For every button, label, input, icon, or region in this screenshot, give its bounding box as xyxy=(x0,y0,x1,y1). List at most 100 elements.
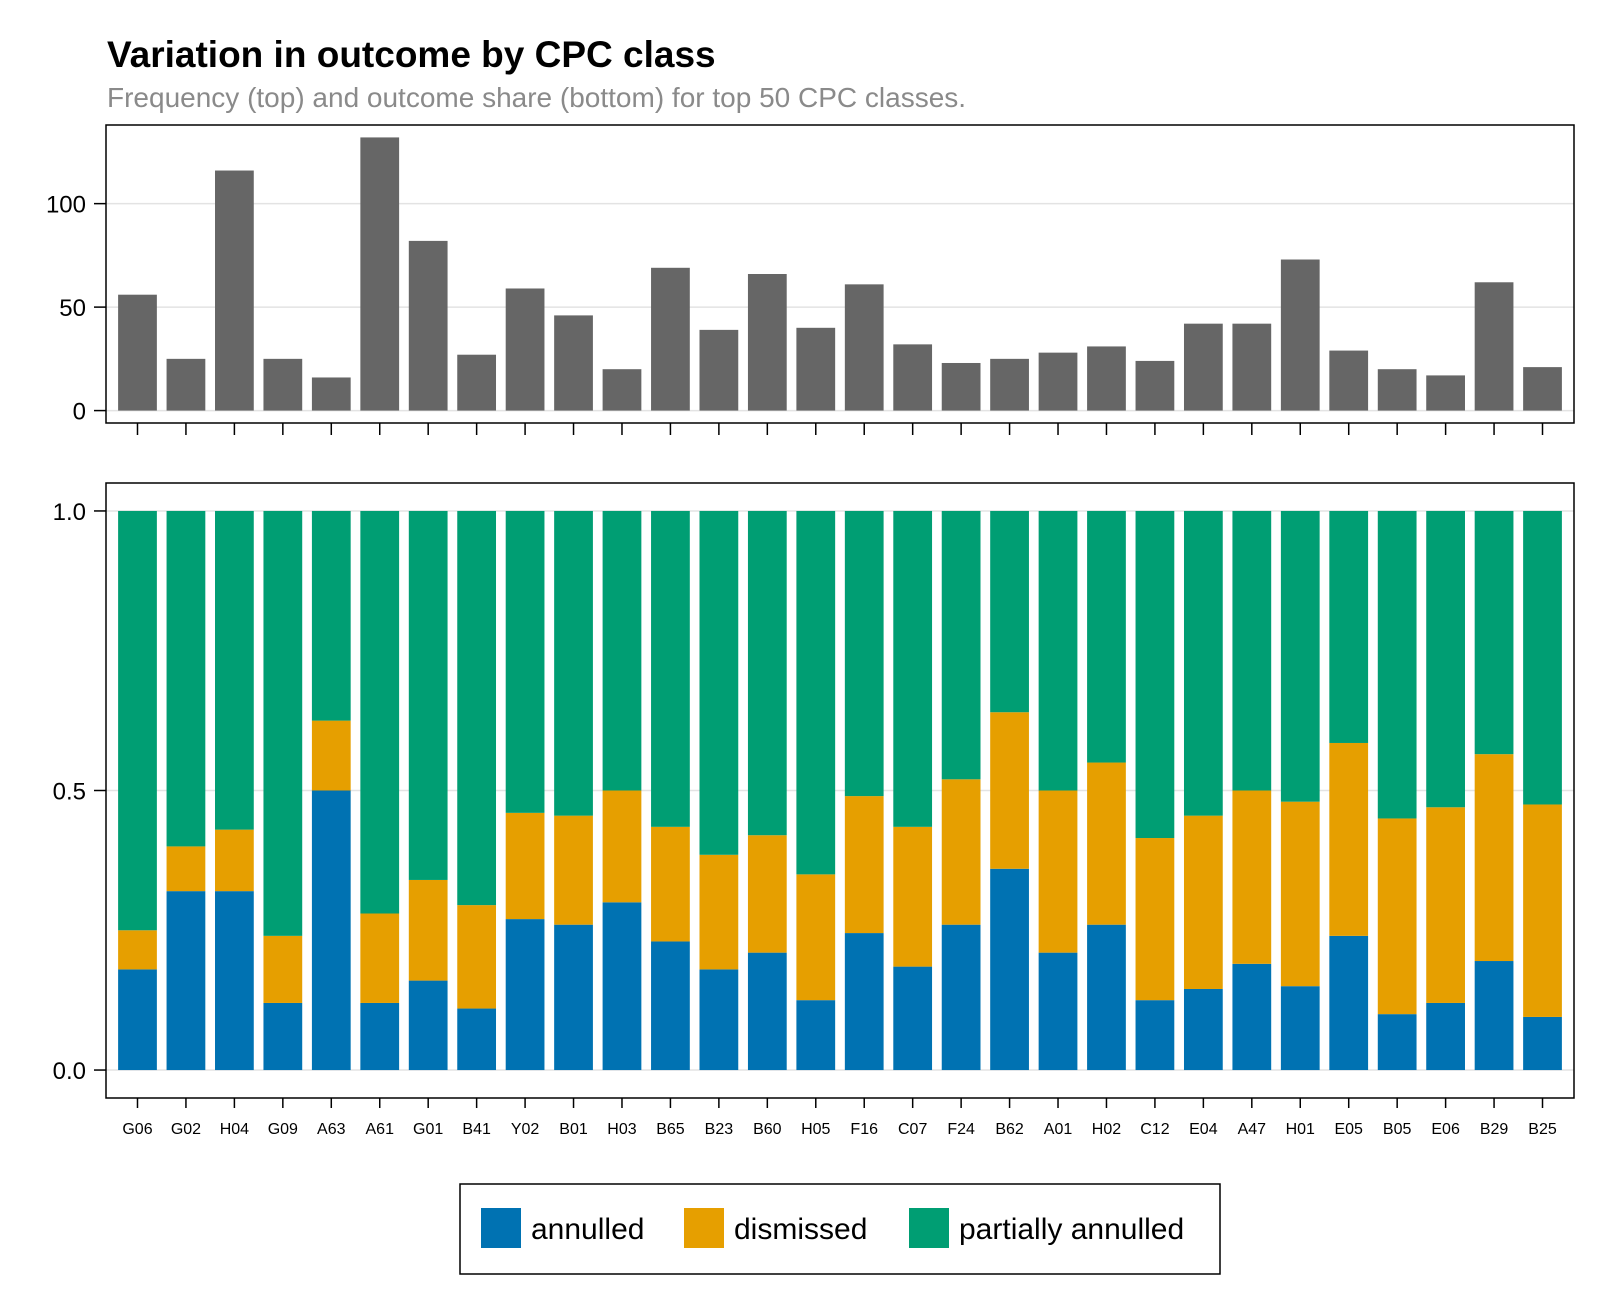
xtick-label-G01: G01 xyxy=(413,1121,443,1138)
xtick-label-H05: H05 xyxy=(801,1121,830,1138)
share-bar-annulled-G09 xyxy=(263,1002,303,1071)
xtick-label-B23: B23 xyxy=(705,1121,734,1138)
share-bar-dismissed-F16 xyxy=(844,796,884,934)
frequency-bar-A01 xyxy=(1038,352,1078,411)
frequency-bar-H03 xyxy=(602,369,642,411)
top-ytick-label: 100 xyxy=(46,192,86,219)
xtick-label-H04: H04 xyxy=(220,1121,249,1138)
legend-label-partially-annulled: partially annulled xyxy=(959,1213,1184,1246)
share-bar-annulled-E05 xyxy=(1329,935,1369,1071)
share-bar-partially-annulled-F24 xyxy=(941,510,981,780)
share-bar-partially-annulled-E05 xyxy=(1329,510,1369,743)
share-bar-annulled-H04 xyxy=(215,891,254,1071)
frequency-bar-G06 xyxy=(118,294,157,411)
share-bar-partially-annulled-B05 xyxy=(1377,510,1417,819)
xtick-label-B01: B01 xyxy=(559,1121,588,1138)
frequency-bar-E05 xyxy=(1329,350,1369,411)
share-bar-partially-annulled-H01 xyxy=(1280,510,1320,802)
xtick-label-A47: A47 xyxy=(1238,1121,1267,1138)
share-bar-dismissed-H03 xyxy=(602,790,642,903)
frequency-bar-H02 xyxy=(1087,346,1126,411)
legend-label-dismissed: dismissed xyxy=(734,1213,867,1246)
share-bar-dismissed-H01 xyxy=(1280,801,1320,987)
bottom-ytick-label: 0.5 xyxy=(53,779,86,806)
frequency-bar-B29 xyxy=(1474,282,1514,411)
share-bar-partially-annulled-B65 xyxy=(651,510,690,827)
xtick-label-B60: B60 xyxy=(753,1121,782,1138)
share-bar-partially-annulled-B62 xyxy=(990,510,1029,713)
share-bar-partially-annulled-B25 xyxy=(1523,510,1562,805)
xtick-label-E06: E06 xyxy=(1431,1121,1460,1138)
share-bar-partially-annulled-E06 xyxy=(1426,510,1465,808)
frequency-bar-H05 xyxy=(796,327,836,411)
frequency-bar-A63 xyxy=(311,377,351,411)
xtick-label-E04: E04 xyxy=(1189,1121,1218,1138)
bottom-ytick-label: 0.0 xyxy=(53,1058,86,1085)
share-bar-annulled-B25 xyxy=(1523,1016,1562,1071)
share-bar-dismissed-H05 xyxy=(796,874,836,1001)
legend-box xyxy=(459,1183,1221,1275)
top-ytick-label: 0 xyxy=(73,399,86,426)
frequency-bar-Y02 xyxy=(505,288,545,411)
share-bar-partially-annulled-C12 xyxy=(1135,510,1175,839)
xtick-label-F16: F16 xyxy=(850,1121,878,1138)
share-bar-dismissed-A01 xyxy=(1038,790,1078,953)
xtick-label-B62: B62 xyxy=(995,1121,1024,1138)
share-bar-dismissed-E06 xyxy=(1426,807,1465,1003)
share-bar-annulled-G02 xyxy=(166,891,206,1071)
frequency-bar-B01 xyxy=(554,315,593,411)
share-bar-dismissed-C12 xyxy=(1135,838,1175,1001)
xtick-label-B05: B05 xyxy=(1383,1121,1412,1138)
top-panel-frame xyxy=(105,124,1575,424)
share-bar-annulled-C12 xyxy=(1135,1000,1175,1071)
frequency-bar-E04 xyxy=(1183,323,1223,411)
frequency-bar-B25 xyxy=(1523,367,1562,411)
share-bar-partially-annulled-Y02 xyxy=(505,510,545,813)
share-bar-annulled-B23 xyxy=(699,969,739,1071)
share-bar-annulled-G06 xyxy=(118,969,157,1071)
share-bar-annulled-Y02 xyxy=(505,919,545,1071)
bottom-panel-frame xyxy=(105,482,1575,1099)
share-bar-annulled-B05 xyxy=(1377,1014,1417,1071)
share-bar-partially-annulled-G01 xyxy=(408,510,448,880)
share-bar-annulled-C07 xyxy=(893,966,933,1071)
frequency-bar-G09 xyxy=(263,358,303,411)
share-bar-dismissed-B05 xyxy=(1377,818,1417,1015)
share-bar-dismissed-E04 xyxy=(1183,815,1223,989)
xtick-label-F24: F24 xyxy=(947,1121,975,1138)
chart-subtitle: Frequency (top) and outcome share (botto… xyxy=(107,82,967,113)
bottom-ytick-label: 1.0 xyxy=(53,499,86,526)
share-bar-annulled-H02 xyxy=(1087,924,1126,1071)
share-bar-dismissed-H02 xyxy=(1087,762,1126,925)
xtick-label-B41: B41 xyxy=(462,1121,491,1138)
share-bar-annulled-H05 xyxy=(796,1000,836,1071)
frequency-bar-G02 xyxy=(166,358,206,411)
frequency-bar-B05 xyxy=(1377,369,1417,411)
share-bar-annulled-B62 xyxy=(990,868,1029,1071)
share-bar-partially-annulled-A63 xyxy=(311,510,351,721)
share-bar-annulled-B65 xyxy=(651,941,690,1071)
xtick-label-H03: H03 xyxy=(607,1121,636,1138)
share-bar-partially-annulled-G02 xyxy=(166,510,206,847)
share-bar-annulled-H01 xyxy=(1280,986,1320,1071)
xtick-label-B29: B29 xyxy=(1480,1121,1509,1138)
share-bar-annulled-B60 xyxy=(747,952,787,1071)
share-bar-dismissed-G01 xyxy=(408,879,448,981)
legend-swatch-dismissed xyxy=(684,1208,724,1248)
frequency-bar-H04 xyxy=(215,170,254,411)
share-bar-partially-annulled-H05 xyxy=(796,510,836,875)
share-bar-annulled-H03 xyxy=(602,902,642,1071)
share-bar-partially-annulled-A61 xyxy=(360,510,400,914)
frequency-bar-G01 xyxy=(408,240,448,411)
share-bar-dismissed-A63 xyxy=(311,720,351,791)
share-bar-dismissed-E05 xyxy=(1329,742,1369,936)
frequency-bar-B62 xyxy=(990,358,1029,411)
share-bar-partially-annulled-H02 xyxy=(1087,510,1126,763)
xtick-label-C12: C12 xyxy=(1140,1121,1169,1138)
share-bar-dismissed-G02 xyxy=(166,846,206,892)
share-bar-dismissed-G06 xyxy=(118,930,157,970)
xtick-label-G02: G02 xyxy=(171,1121,201,1138)
share-bar-partially-annulled-F16 xyxy=(844,510,884,797)
xtick-label-A01: A01 xyxy=(1044,1121,1073,1138)
